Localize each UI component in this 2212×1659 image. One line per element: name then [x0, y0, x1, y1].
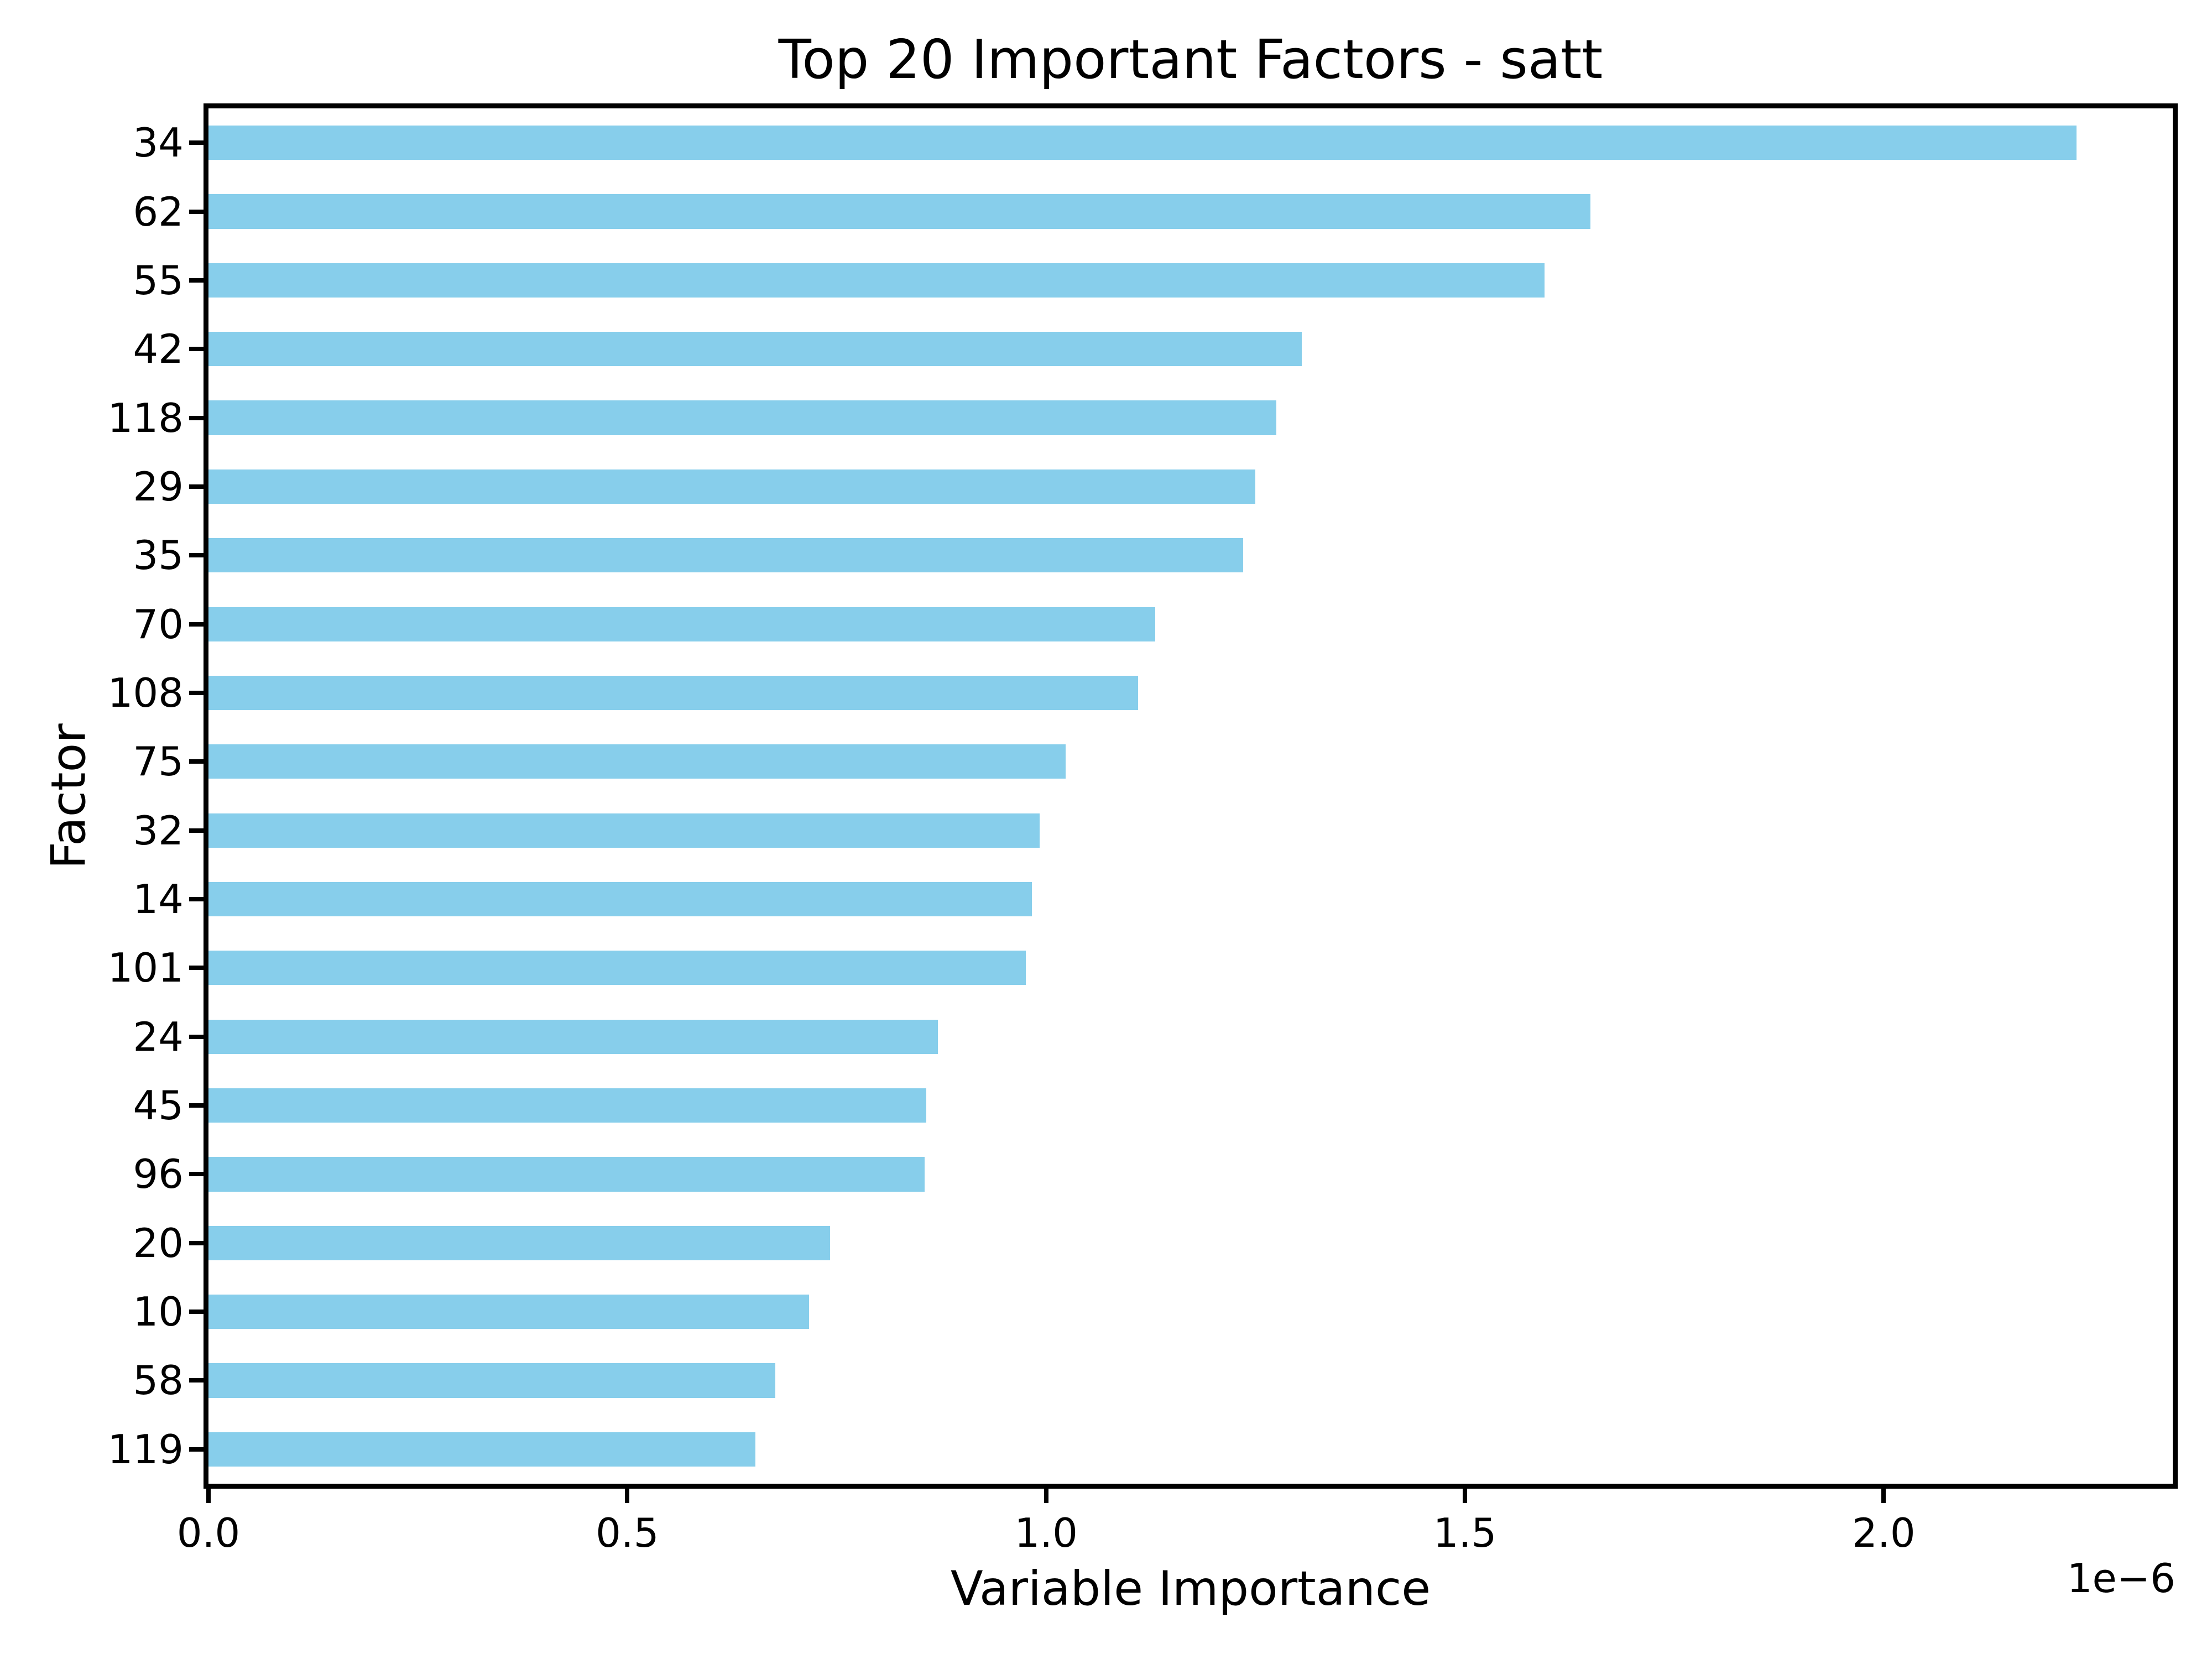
y-tick-label: 108 — [107, 669, 184, 716]
bar-factor-24 — [208, 1019, 938, 1054]
bar-factor-108 — [208, 675, 1139, 711]
y-tick-label: 20 — [133, 1219, 184, 1266]
y-tick-mark — [189, 209, 204, 214]
bar-factor-14 — [208, 881, 1032, 917]
y-tick-mark — [189, 1240, 204, 1245]
y-tick-label: 75 — [133, 738, 184, 785]
bar-factor-32 — [208, 813, 1040, 848]
y-tick-mark — [189, 415, 204, 420]
bar-factor-29 — [208, 469, 1256, 504]
x-tick-mark — [206, 1489, 211, 1503]
x-tick-label: 0.5 — [596, 1510, 659, 1556]
bar-factor-55 — [208, 263, 1545, 298]
y-tick-label: 62 — [133, 188, 184, 235]
bar-factor-101 — [208, 951, 1026, 985]
y-tick-mark — [189, 759, 204, 764]
bar-factor-62 — [208, 194, 1591, 229]
y-tick-mark — [189, 1103, 204, 1108]
y-tick-label: 29 — [133, 463, 184, 510]
y-tick-label: 58 — [133, 1357, 184, 1404]
y-tick-mark — [189, 1034, 204, 1039]
bars-container — [208, 108, 2173, 1484]
y-tick-mark — [189, 553, 204, 558]
y-tick-label: 70 — [133, 601, 184, 648]
x-tick-label: 0.0 — [176, 1510, 241, 1556]
bar-factor-96 — [208, 1157, 925, 1192]
bar-factor-35 — [208, 538, 1243, 573]
y-tick-mark — [189, 828, 204, 833]
x-tick-label: 1.5 — [1433, 1510, 1497, 1556]
bar-factor-70 — [208, 607, 1155, 641]
x-tick-mark — [1881, 1489, 1886, 1503]
bar-factor-10 — [208, 1295, 810, 1329]
y-tick-label: 10 — [133, 1288, 184, 1335]
x-tick-mark — [1044, 1489, 1048, 1503]
bar-factor-75 — [208, 744, 1066, 779]
y-tick-label: 96 — [133, 1151, 184, 1198]
x-tick-mark — [1463, 1489, 1468, 1503]
y-tick-label: 34 — [133, 119, 184, 166]
bar-factor-20 — [208, 1225, 830, 1260]
y-tick-label: 24 — [133, 1013, 184, 1060]
y-tick-label: 32 — [133, 807, 184, 854]
y-tick-label: 42 — [133, 326, 184, 373]
bar-factor-34 — [208, 126, 2077, 160]
y-tick-mark — [189, 897, 204, 902]
y-tick-label: 119 — [107, 1426, 184, 1473]
y-tick-mark — [189, 1378, 204, 1383]
x-tick-label: 2.0 — [1852, 1510, 1916, 1556]
x-axis-offset-multiplier: 1e−6 — [2067, 1555, 2176, 1601]
plot-area — [204, 103, 2178, 1489]
bar-factor-45 — [208, 1088, 927, 1123]
bar-factor-118 — [208, 400, 1277, 435]
y-tick-mark — [189, 347, 204, 352]
bar-factor-58 — [208, 1363, 776, 1398]
y-tick-label: 118 — [107, 394, 184, 441]
x-tick-label: 1.0 — [1014, 1510, 1078, 1556]
y-tick-label: 55 — [133, 257, 184, 304]
y-tick-label: 45 — [133, 1082, 184, 1129]
bar-factor-42 — [208, 332, 1302, 367]
y-tick-mark — [189, 690, 204, 695]
chart-title: Top 20 Important Factors - satt — [778, 28, 1603, 91]
y-tick-mark — [189, 484, 204, 489]
y-tick-mark — [189, 1310, 204, 1314]
y-tick-mark — [189, 1172, 204, 1177]
y-tick-mark — [189, 622, 204, 627]
bar-factor-119 — [208, 1432, 756, 1467]
y-tick-mark — [189, 1447, 204, 1452]
x-axis-label: Variable Importance — [950, 1561, 1431, 1616]
y-tick-mark — [189, 278, 204, 283]
y-tick-mark — [189, 140, 204, 145]
x-tick-mark — [625, 1489, 630, 1503]
y-tick-mark — [189, 966, 204, 971]
y-tick-label: 35 — [133, 532, 184, 579]
y-axis-label: Factor — [41, 723, 97, 869]
y-tick-label: 14 — [133, 876, 184, 923]
y-tick-label: 101 — [107, 945, 184, 992]
